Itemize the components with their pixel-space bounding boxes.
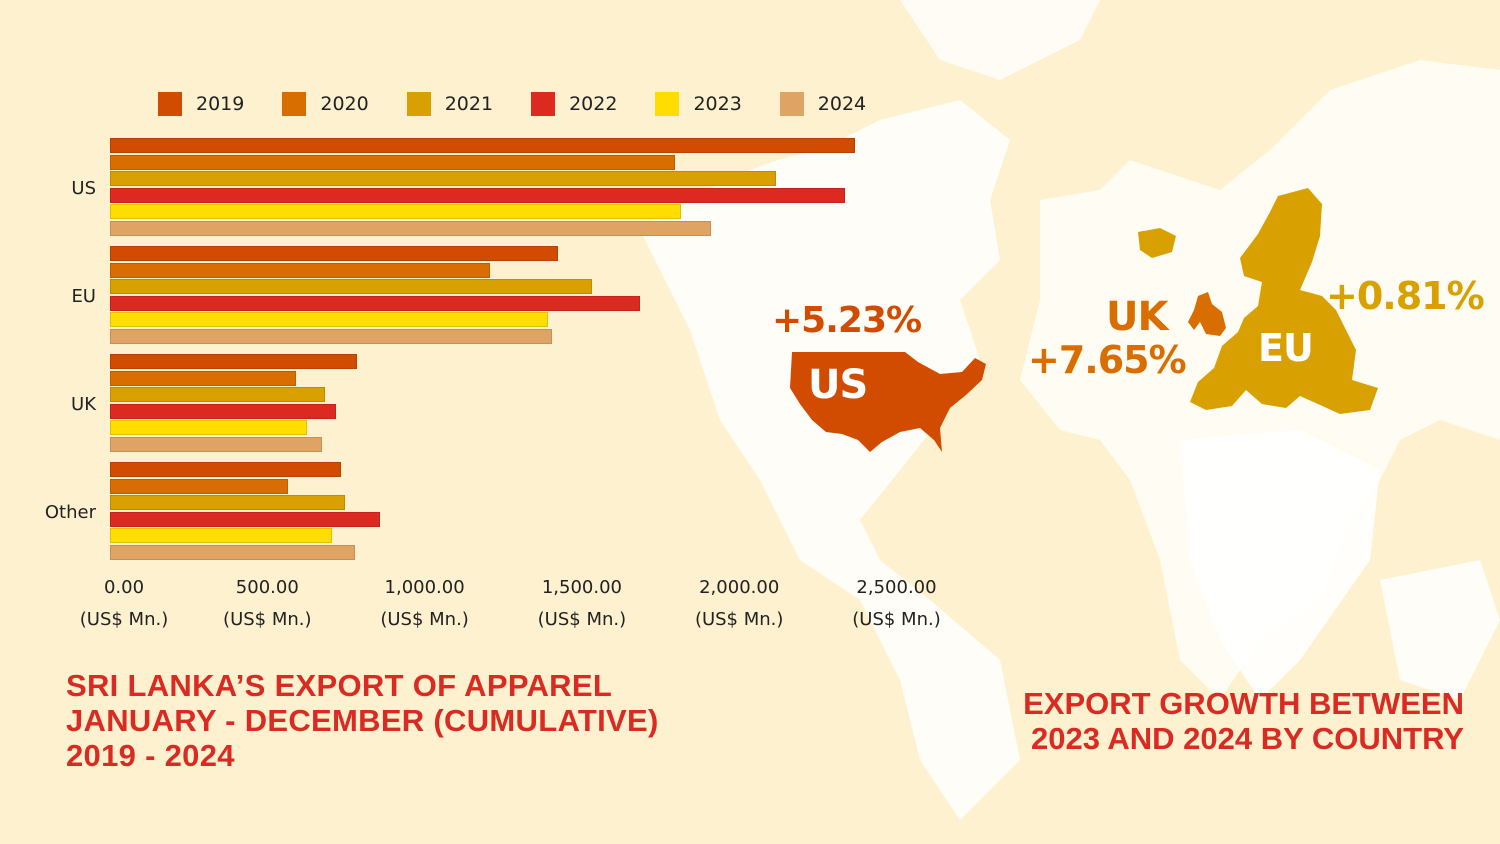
legend-swatch: [158, 92, 182, 116]
legend-label: 2021: [444, 93, 494, 115]
bar-us-2021: [110, 171, 776, 187]
legend-swatch: [282, 92, 307, 116]
category-label: Other: [44, 501, 96, 523]
bar-us-2022: [110, 187, 845, 203]
map-title: EXPORT GROWTH BETWEEN 2023 AND 2024 BY C…: [1023, 686, 1464, 756]
chart-legend: 2019 2020 2021 2022 2023 2024: [158, 92, 904, 116]
x-tick-label: 0.00 (US$ Mn.): [79, 577, 169, 630]
bar-eu-2021: [110, 279, 592, 295]
title-line-1: SRI LANKA’S EXPORT OF APPAREL: [66, 668, 613, 703]
legend-swatch: [406, 92, 431, 116]
bar-eu-2024: [110, 329, 552, 344]
bar-other-2022: [110, 511, 381, 527]
legend-item-2019: 2019: [158, 92, 244, 116]
legend-item-2023: 2023: [655, 92, 742, 116]
bar-uk-2019: [110, 354, 357, 369]
bar-uk-2021: [110, 387, 326, 403]
title-line-3: 2019 - 2024: [66, 738, 235, 773]
bar-other-2019: [110, 462, 342, 477]
category-label: US: [71, 177, 96, 199]
eu-label: EU: [1258, 326, 1314, 370]
legend-label: 2020: [320, 93, 369, 115]
bar-us-2023: [110, 204, 681, 220]
legend-item-2020: 2020: [282, 92, 369, 116]
us-label: US: [808, 362, 868, 408]
x-tick-label: 1,000.00 (US$ Mn.): [380, 577, 469, 630]
bar-uk-2022: [110, 403, 337, 419]
us-growth-value: +5.23%: [772, 300, 922, 341]
legend-label: 2024: [817, 93, 867, 115]
bar-other-2021: [110, 495, 345, 511]
category-label: EU: [71, 285, 96, 307]
bar-uk-2023: [110, 420, 307, 436]
bar-other-2024: [110, 545, 355, 560]
bar-eu-2022: [110, 295, 640, 311]
category-label: UK: [71, 393, 96, 415]
legend-swatch: [655, 92, 680, 116]
legend-label: 2023: [693, 93, 742, 115]
x-tick-label: 500.00 (US$ Mn.): [223, 577, 312, 630]
bar-eu-2019: [110, 246, 559, 261]
legend-label: 2022: [569, 93, 618, 115]
title-line-2: JANUARY - DECEMBER (CUMULATIVE): [66, 703, 659, 738]
bar-uk-2024: [110, 437, 322, 452]
legend-swatch: [779, 92, 804, 116]
map-title-line-2: 2023 AND 2024 BY COUNTRY: [1030, 721, 1464, 756]
bar-us-2019: [110, 138, 855, 153]
eu-map-shape: [1190, 188, 1378, 414]
eu-growth-value: +0.81%: [1326, 274, 1485, 318]
map-title-line-1: EXPORT GROWTH BETWEEN: [1023, 686, 1464, 721]
legend-item-2024: 2024: [779, 92, 867, 116]
x-tick-label: 2,500.00 (US$ Mn.): [852, 577, 941, 630]
legend-item-2022: 2022: [531, 92, 617, 116]
uk-map-shape: [1188, 292, 1226, 336]
us-map-shape: [790, 352, 986, 452]
bar-other-2023: [110, 528, 332, 544]
uk-growth-value: +7.65%: [1028, 338, 1187, 382]
legend-item-2021: 2021: [406, 92, 494, 116]
bar-eu-2023: [110, 312, 548, 328]
bar-uk-2020: [110, 370, 296, 386]
legend-label: 2019: [196, 93, 245, 115]
bar-group-eu: EU: [71, 246, 910, 346]
bar-group-us: US: [71, 138, 910, 238]
bar-group-uk: UK: [71, 354, 910, 454]
legend-swatch: [531, 92, 556, 116]
chart-title: SRI LANKA’S EXPORT OF APPAREL JANUARY - …: [66, 668, 659, 773]
bar-group-other: Other: [45, 462, 910, 562]
x-tick-label: 1,500.00 (US$ Mn.): [537, 577, 627, 630]
uk-label: UK: [1106, 294, 1168, 340]
bar-chart: US EU UK Other: [45, 138, 910, 568]
bar-us-2024: [110, 221, 711, 236]
bar-us-2020: [110, 154, 675, 170]
bar-eu-2020: [110, 262, 490, 278]
bar-other-2020: [110, 478, 288, 494]
x-tick-label: 2,000.00 (US$ Mn.): [694, 577, 784, 630]
